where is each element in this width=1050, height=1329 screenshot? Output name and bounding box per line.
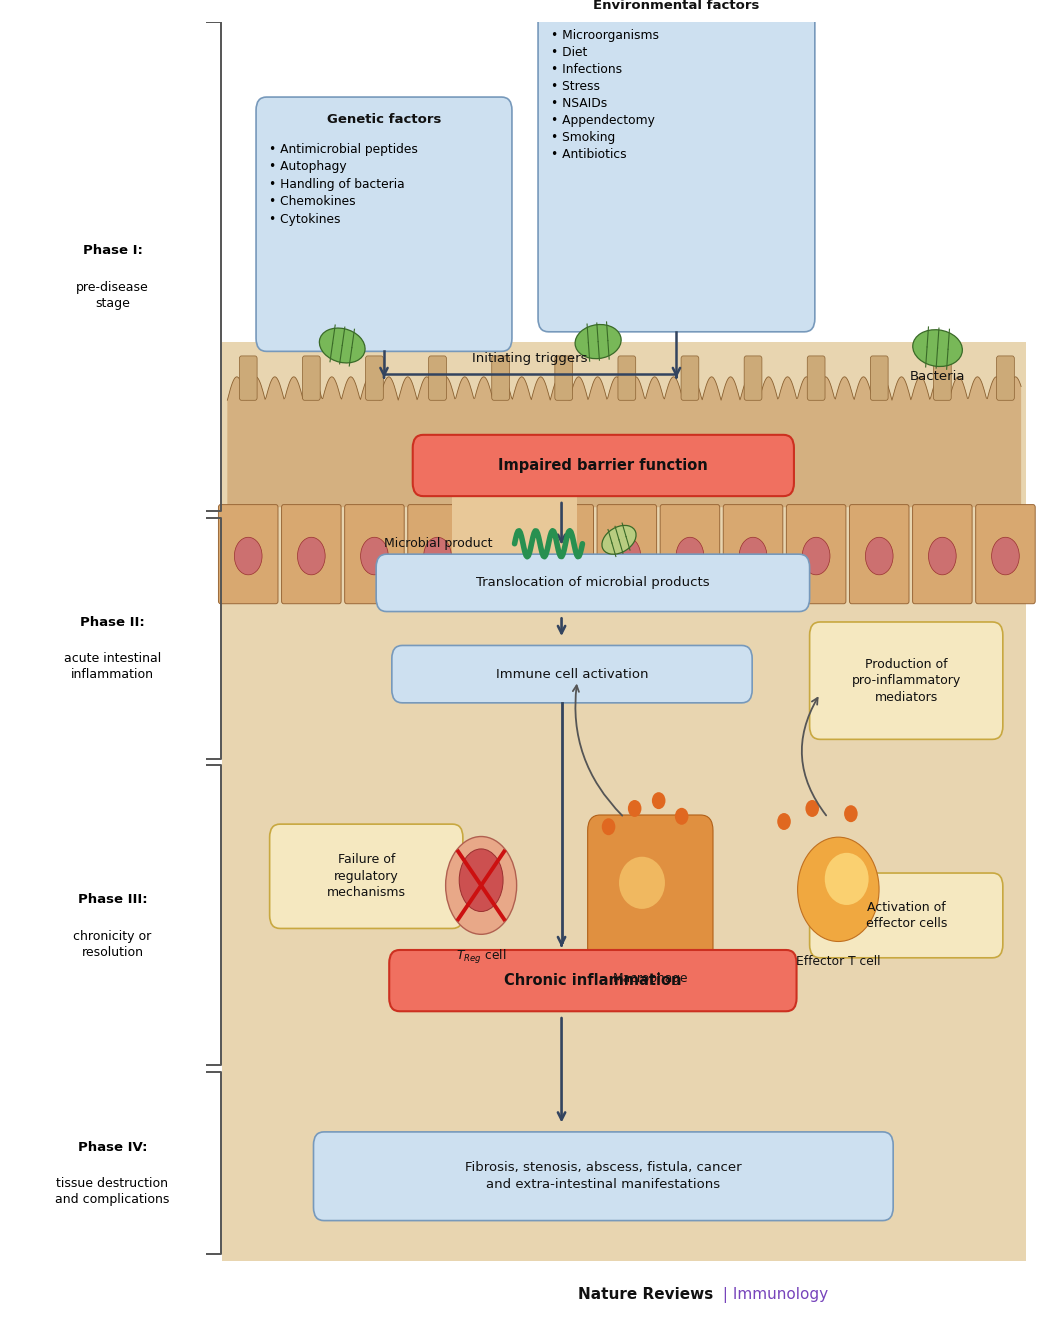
- FancyBboxPatch shape: [744, 356, 762, 400]
- FancyBboxPatch shape: [470, 505, 530, 603]
- FancyBboxPatch shape: [365, 356, 383, 400]
- Text: Phase III:: Phase III:: [78, 893, 147, 906]
- Text: Phase II:: Phase II:: [80, 617, 145, 629]
- Circle shape: [777, 813, 791, 831]
- Text: Activation of
effector cells: Activation of effector cells: [865, 901, 947, 930]
- Text: Bacteria: Bacteria: [909, 371, 965, 383]
- FancyBboxPatch shape: [975, 505, 1035, 603]
- Ellipse shape: [676, 537, 704, 575]
- Ellipse shape: [739, 537, 766, 575]
- Circle shape: [675, 808, 689, 825]
- FancyBboxPatch shape: [807, 356, 825, 400]
- Circle shape: [652, 792, 666, 809]
- Ellipse shape: [620, 857, 665, 909]
- Text: Chronic inflammation: Chronic inflammation: [504, 973, 681, 989]
- Text: Production of
pro-inflammatory
mediators: Production of pro-inflammatory mediators: [852, 658, 961, 703]
- Text: Phase I:: Phase I:: [83, 245, 143, 258]
- Circle shape: [844, 805, 858, 823]
- Text: | Immunology: | Immunology: [718, 1286, 828, 1302]
- Text: Effector T cell: Effector T cell: [796, 954, 881, 968]
- FancyBboxPatch shape: [314, 1132, 894, 1220]
- FancyBboxPatch shape: [870, 356, 888, 400]
- Text: Nature Reviews: Nature Reviews: [578, 1288, 713, 1302]
- Ellipse shape: [234, 537, 262, 575]
- FancyBboxPatch shape: [588, 815, 713, 970]
- Circle shape: [628, 800, 642, 817]
- FancyBboxPatch shape: [660, 505, 719, 603]
- Text: chronicity or
resolution: chronicity or resolution: [74, 929, 151, 958]
- FancyBboxPatch shape: [344, 505, 404, 603]
- Ellipse shape: [445, 836, 517, 934]
- Ellipse shape: [613, 537, 640, 575]
- Text: pre-disease
stage: pre-disease stage: [76, 280, 149, 310]
- FancyBboxPatch shape: [723, 505, 783, 603]
- FancyBboxPatch shape: [407, 505, 467, 603]
- Ellipse shape: [912, 330, 963, 367]
- FancyBboxPatch shape: [281, 505, 341, 603]
- FancyBboxPatch shape: [413, 435, 794, 496]
- Circle shape: [805, 800, 819, 817]
- FancyBboxPatch shape: [538, 0, 815, 332]
- Ellipse shape: [991, 537, 1020, 575]
- Text: • Microorganisms
• Diet
• Infections
• Stress
• NSAIDs
• Appendectomy
• Smoking
: • Microorganisms • Diet • Infections • S…: [550, 29, 658, 161]
- FancyBboxPatch shape: [786, 505, 846, 603]
- FancyBboxPatch shape: [491, 356, 509, 400]
- FancyBboxPatch shape: [554, 356, 572, 400]
- Ellipse shape: [802, 537, 830, 575]
- Text: • Antimicrobial peptides
• Autophagy
• Handling of bacteria
• Chemokines
• Cytok: • Antimicrobial peptides • Autophagy • H…: [269, 142, 418, 226]
- FancyBboxPatch shape: [618, 356, 635, 400]
- Ellipse shape: [360, 537, 388, 575]
- Ellipse shape: [602, 525, 636, 554]
- Text: acute intestinal
inflammation: acute intestinal inflammation: [64, 653, 161, 682]
- FancyBboxPatch shape: [933, 356, 951, 400]
- Text: Immune cell activation: Immune cell activation: [496, 667, 648, 680]
- FancyBboxPatch shape: [428, 356, 446, 400]
- FancyBboxPatch shape: [256, 97, 512, 351]
- FancyBboxPatch shape: [270, 824, 463, 929]
- FancyBboxPatch shape: [239, 356, 257, 400]
- Circle shape: [602, 819, 615, 835]
- Ellipse shape: [424, 537, 452, 575]
- Ellipse shape: [297, 537, 326, 575]
- Ellipse shape: [824, 853, 868, 905]
- Bar: [452, 481, 578, 607]
- Text: Impaired barrier function: Impaired barrier function: [499, 459, 708, 473]
- Text: Genetic factors: Genetic factors: [327, 113, 441, 126]
- Text: $T_{Reg}$ cell: $T_{Reg}$ cell: [456, 948, 506, 966]
- Ellipse shape: [798, 837, 879, 941]
- Text: Failure of
regulatory
mechanisms: Failure of regulatory mechanisms: [327, 853, 405, 900]
- Bar: [223, 342, 1026, 1261]
- FancyBboxPatch shape: [810, 873, 1003, 958]
- FancyBboxPatch shape: [912, 505, 972, 603]
- FancyBboxPatch shape: [996, 356, 1014, 400]
- FancyBboxPatch shape: [534, 505, 593, 603]
- Ellipse shape: [550, 537, 578, 575]
- Text: Environmental factors: Environmental factors: [593, 0, 759, 12]
- FancyBboxPatch shape: [681, 356, 699, 400]
- Text: tissue destruction
and complications: tissue destruction and complications: [56, 1177, 170, 1207]
- Ellipse shape: [865, 537, 894, 575]
- Ellipse shape: [459, 849, 503, 912]
- Text: Macrophage: Macrophage: [612, 971, 688, 985]
- Text: Microbial product: Microbial product: [384, 537, 492, 550]
- Text: Phase IV:: Phase IV:: [78, 1142, 147, 1154]
- FancyBboxPatch shape: [810, 622, 1003, 739]
- FancyBboxPatch shape: [392, 646, 752, 703]
- Text: Initiating triggers: Initiating triggers: [472, 352, 588, 365]
- Ellipse shape: [319, 328, 365, 363]
- Ellipse shape: [487, 537, 514, 575]
- FancyBboxPatch shape: [302, 356, 320, 400]
- FancyBboxPatch shape: [390, 950, 797, 1011]
- FancyBboxPatch shape: [376, 554, 810, 611]
- FancyBboxPatch shape: [597, 505, 656, 603]
- FancyBboxPatch shape: [218, 505, 278, 603]
- FancyBboxPatch shape: [849, 505, 909, 603]
- Ellipse shape: [575, 324, 622, 359]
- Text: Fibrosis, stenosis, abscess, fistula, cancer
and extra-intestinal manifestations: Fibrosis, stenosis, abscess, fistula, ca…: [465, 1162, 741, 1191]
- Ellipse shape: [928, 537, 957, 575]
- Text: Translocation of microbial products: Translocation of microbial products: [476, 577, 710, 589]
